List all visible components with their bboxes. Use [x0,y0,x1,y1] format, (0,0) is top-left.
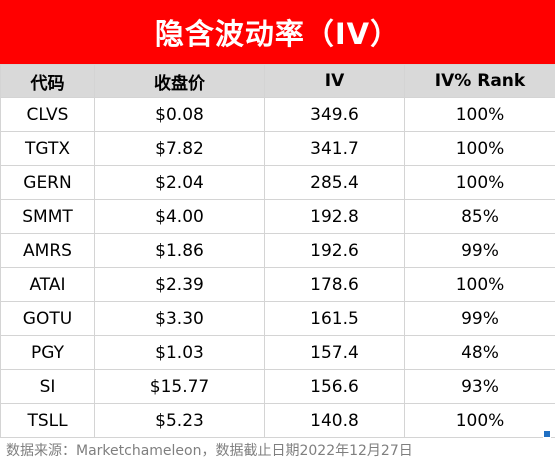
header-close-price[interactable]: 收盘价 [94,64,265,98]
cell-close-price[interactable]: $2.04 [94,165,265,200]
table-row: SMMT $4.00 192.8 85% [0,199,555,234]
cell-close-price[interactable]: $3.30 [94,301,265,336]
cell-close-price[interactable]: $2.39 [94,267,265,302]
cell-ticker[interactable]: TSLL [0,403,95,438]
table-row: ATAI $2.39 178.6 100% [0,267,555,302]
cell-iv[interactable]: 285.4 [264,165,405,200]
cell-close-price[interactable]: $7.82 [94,131,265,166]
header-row: 代码 收盘价 IV IV% Rank [0,64,555,98]
cell-close-price[interactable]: $5.23 [94,403,265,438]
selection-fill-handle[interactable] [543,430,551,438]
source-note: 数据来源：Marketchameleon，数据截止日期2022年12月27日 [6,443,413,459]
cell-iv[interactable]: 140.8 [264,403,405,438]
cell-iv[interactable]: 192.6 [264,233,405,268]
cell-iv-rank[interactable]: 100% [404,403,555,438]
table-title: 隐含波动率（IV） [0,0,555,64]
cell-close-price[interactable]: $4.00 [94,199,265,234]
cell-iv-rank[interactable]: 99% [404,233,555,268]
cell-iv-rank[interactable]: 100% [404,97,555,132]
cell-iv[interactable]: 178.6 [264,267,405,302]
cell-ticker[interactable]: TGTX [0,131,95,166]
cell-iv-rank[interactable]: 93% [404,369,555,404]
table-row: GERN $2.04 285.4 100% [0,165,555,200]
cell-ticker[interactable]: SMMT [0,199,95,234]
cell-iv[interactable]: 341.7 [264,131,405,166]
table-row: PGY $1.03 157.4 48% [0,335,555,370]
cell-ticker[interactable]: GOTU [0,301,95,336]
cell-iv-rank[interactable]: 100% [404,165,555,200]
cell-close-price[interactable]: $1.03 [94,335,265,370]
cell-ticker[interactable]: PGY [0,335,95,370]
cell-ticker[interactable]: AMRS [0,233,95,268]
cell-ticker[interactable]: GERN [0,165,95,200]
cell-iv[interactable]: 157.4 [264,335,405,370]
cell-iv-rank[interactable]: 100% [404,267,555,302]
cell-iv[interactable]: 156.6 [264,369,405,404]
table-row: TSLL $5.23 140.8 100% [0,403,555,438]
cell-close-price[interactable]: $0.08 [94,97,265,132]
cell-iv[interactable]: 349.6 [264,97,405,132]
cell-ticker[interactable]: CLVS [0,97,95,132]
header-iv-rank[interactable]: IV% Rank [404,64,555,98]
header-ticker[interactable]: 代码 [0,64,95,98]
cell-iv-rank[interactable]: 85% [404,199,555,234]
table-row: SI $15.77 156.6 93% [0,369,555,404]
cell-iv[interactable]: 161.5 [264,301,405,336]
table-row: TGTX $7.82 341.7 100% [0,131,555,166]
cell-close-price[interactable]: $15.77 [94,369,265,404]
cell-ticker[interactable]: SI [0,369,95,404]
table-row: CLVS $0.08 349.6 100% [0,97,555,132]
cell-close-price[interactable]: $1.86 [94,233,265,268]
cell-ticker[interactable]: ATAI [0,267,95,302]
header-iv[interactable]: IV [264,64,405,98]
table-row: GOTU $3.30 161.5 99% [0,301,555,336]
cell-iv-rank[interactable]: 99% [404,301,555,336]
table-row: AMRS $1.86 192.6 99% [0,233,555,268]
cell-iv[interactable]: 192.8 [264,199,405,234]
cell-iv-rank[interactable]: 48% [404,335,555,370]
cell-iv-rank[interactable]: 100% [404,131,555,166]
iv-table: 代码 收盘价 IV IV% Rank CLVS $0.08 349.6 100%… [0,64,555,438]
